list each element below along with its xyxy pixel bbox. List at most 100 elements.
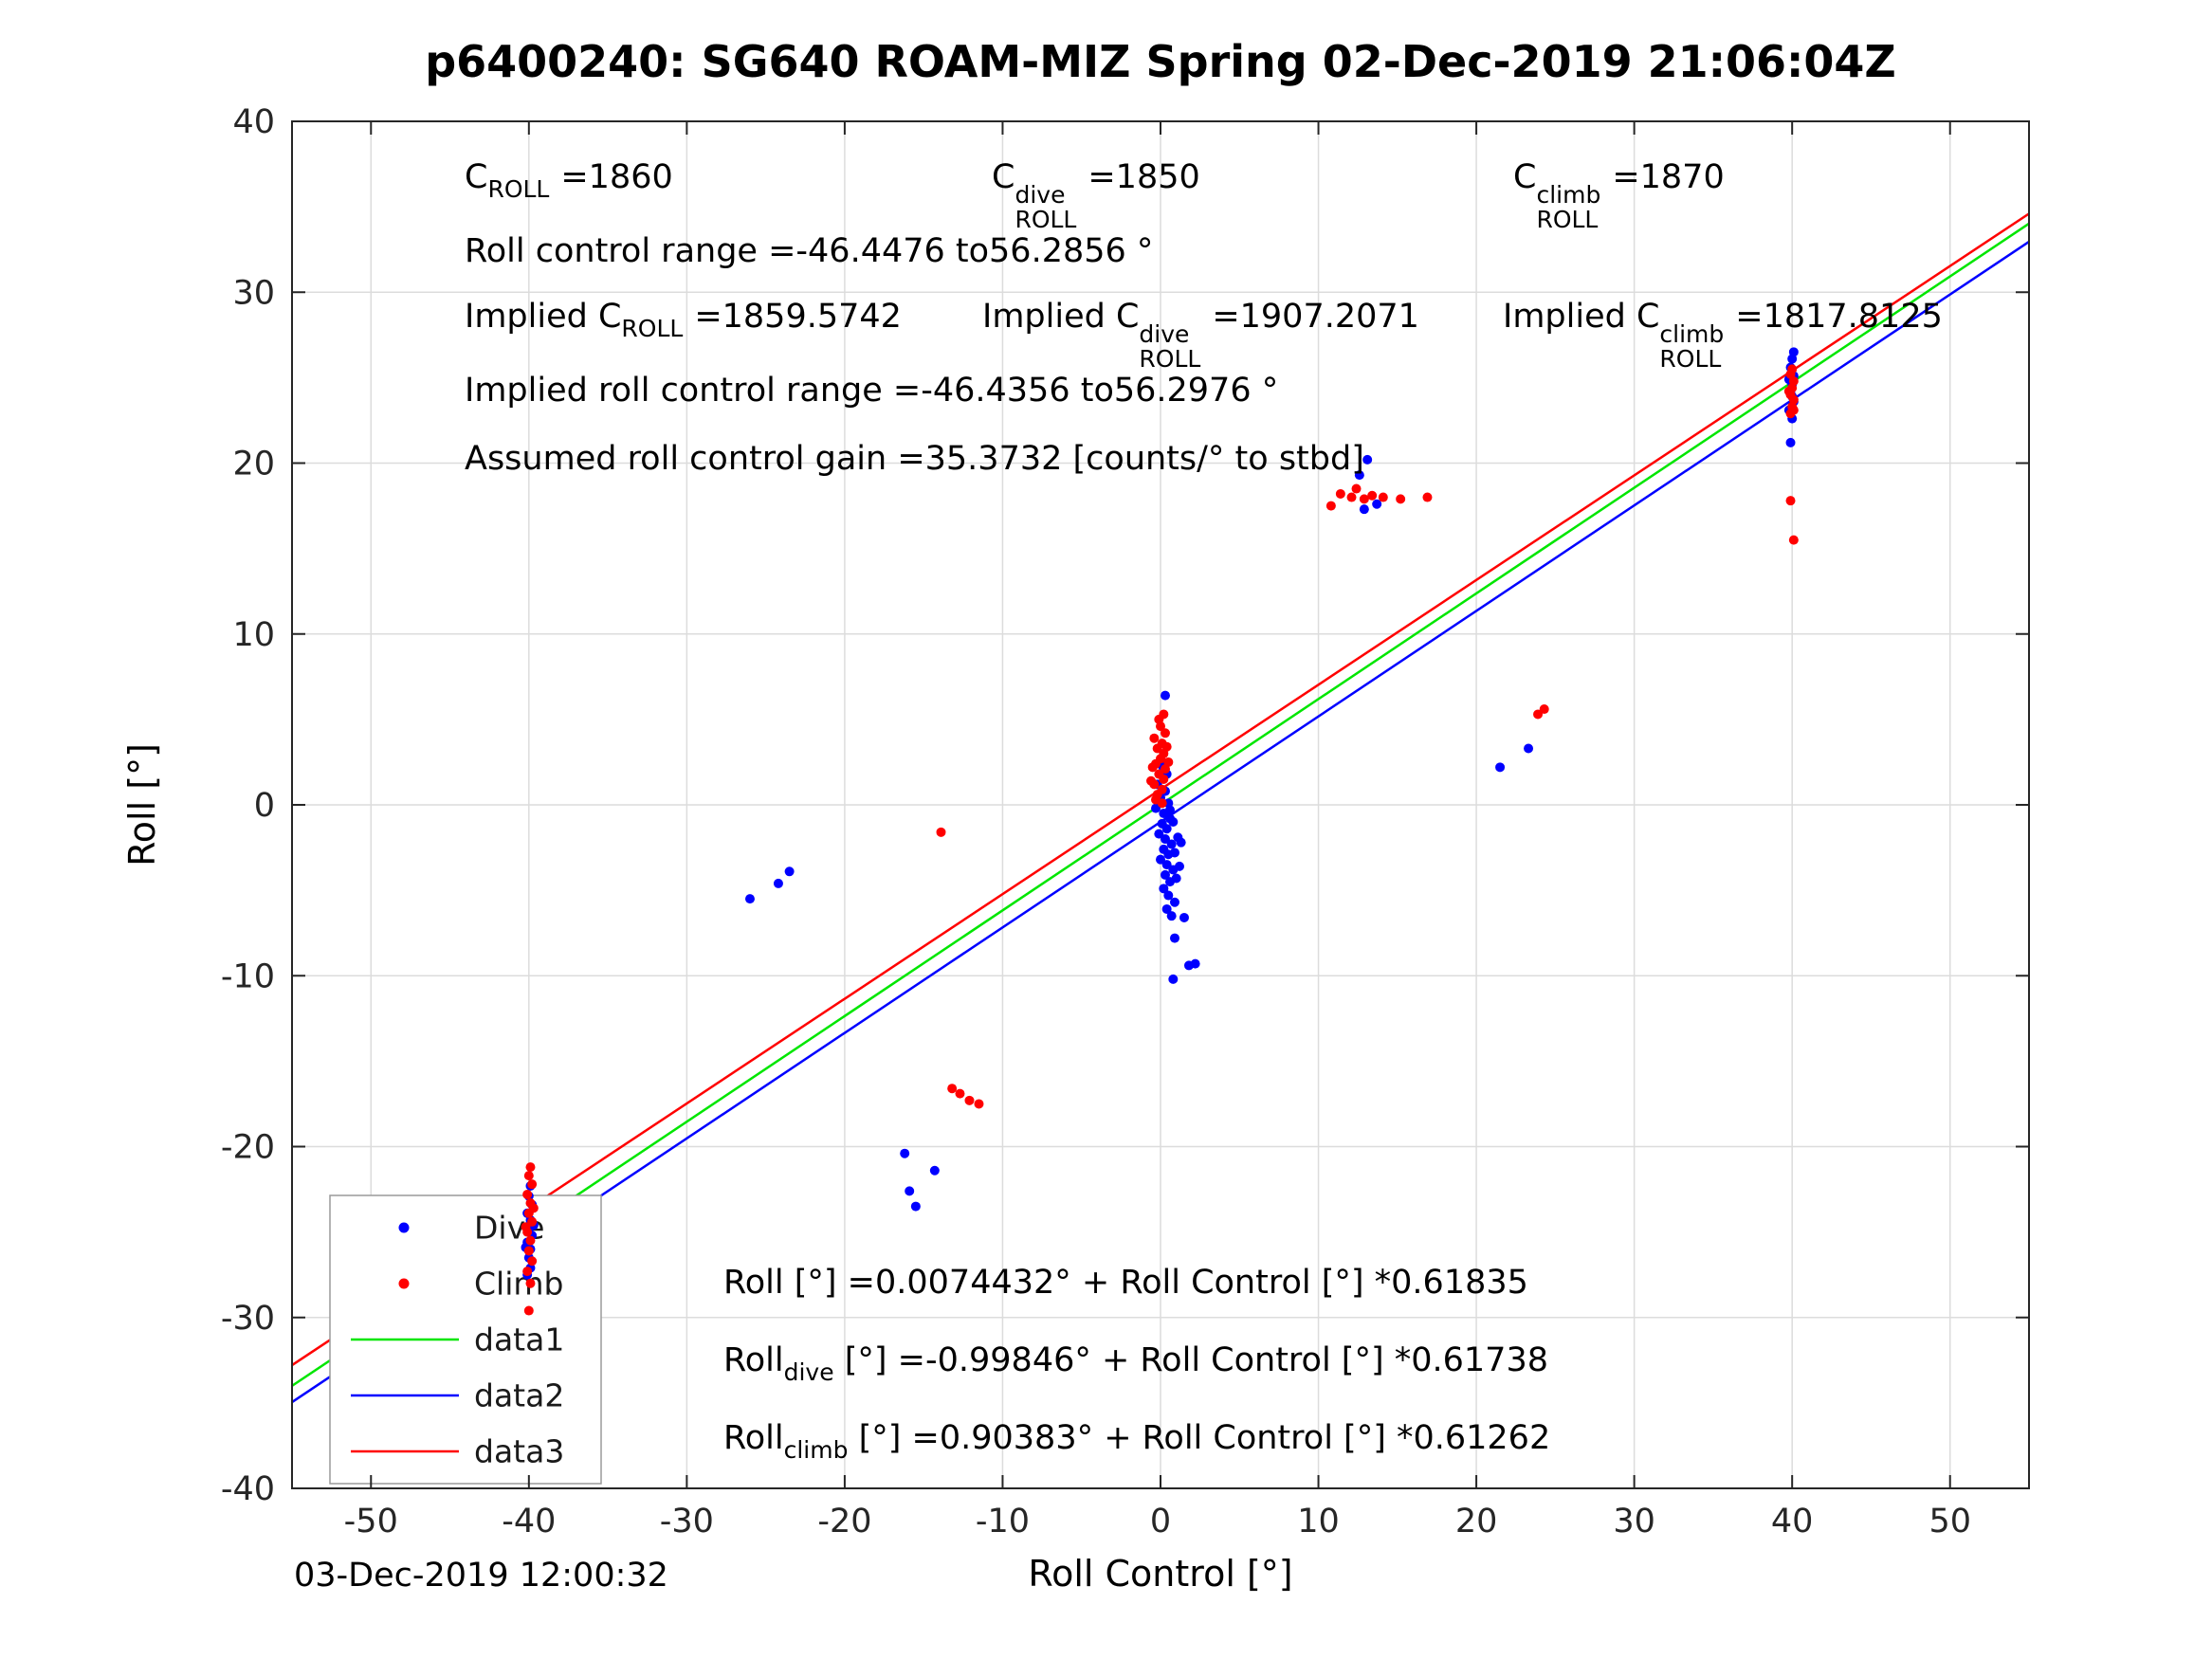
x-tick-label: -40 <box>502 1503 556 1540</box>
scatter-point-Dive <box>1169 848 1179 858</box>
legend-label: data1 <box>474 1322 564 1358</box>
scatter-point-Climb <box>1335 488 1345 499</box>
scatter-point-Climb <box>1157 798 1167 809</box>
x-tick-label: -50 <box>344 1503 398 1540</box>
scatter-point-Dive <box>1154 829 1164 839</box>
equation-roll-climb: Rollclimb [°] =0.90383° + Roll Control [… <box>723 1419 1550 1465</box>
equation-roll-climb-pre: Roll <box>723 1419 784 1457</box>
annotation-c-roll: CROLL =1860 <box>465 158 673 204</box>
scatter-point-Dive <box>1785 437 1796 447</box>
series-Dive <box>521 347 1799 1280</box>
equation-roll-climb-sub: climb <box>783 1436 849 1464</box>
legend-label: Climb <box>474 1266 563 1303</box>
scatter-point-Climb <box>525 1278 536 1288</box>
scatter-point-Climb <box>527 1179 538 1190</box>
scatter-point-Climb <box>955 1088 965 1099</box>
scatter-point-Climb <box>936 827 946 837</box>
legend-marker-Dive <box>398 1222 410 1233</box>
scatter-point-Dive <box>784 866 795 877</box>
scatter-point-Dive <box>1168 817 1179 828</box>
scatter-point-Dive <box>1372 499 1382 509</box>
implied-c-roll-climb-supsub: climb ROLL <box>1659 320 1725 373</box>
scatter-point-Dive <box>1161 824 1172 834</box>
x-tick-label: 40 <box>1771 1503 1814 1540</box>
scatter-point-Dive <box>929 1165 940 1176</box>
implied-c-roll-dive-base: Implied C <box>982 298 1140 336</box>
scatter-point-Climb <box>1159 709 1169 720</box>
legend-label: data3 <box>474 1433 564 1470</box>
c-roll-sub: ROLL <box>487 175 550 203</box>
scatter-point-Dive <box>1160 869 1170 880</box>
scatter-point-Dive <box>1161 903 1172 914</box>
scatter-point-Climb <box>1788 405 1799 415</box>
annotation-roll-control-range: Roll control range =-46.4476 to56.2856 ° <box>465 232 1154 270</box>
y-tick-label: -20 <box>221 1129 275 1167</box>
x-tick-label: 20 <box>1455 1503 1498 1540</box>
scatter-point-Climb <box>947 1084 958 1094</box>
implied-c-roll-dive-supsub: dive ROLL <box>1139 321 1201 374</box>
scatter-point-Dive <box>1174 861 1184 871</box>
equation-roll-pre: Roll <box>723 1264 784 1302</box>
scatter-point-Climb <box>1783 386 1794 396</box>
scatter-point-Dive <box>773 878 783 888</box>
scatter-point-Climb <box>1160 728 1170 738</box>
axis-ticks: -50 -40 -30 -20 -10 0 10 20 30 40 50 -40 -30 -20 -10 0 1… <box>221 103 2029 1540</box>
equation-roll-dive-pre: Roll <box>723 1341 784 1379</box>
implied-c-roll-climb-sup: climb <box>1659 320 1725 348</box>
scatter-point-Climb <box>1154 769 1164 779</box>
scatter-point-Dive <box>905 1186 915 1196</box>
scatter-point-Climb <box>528 1203 539 1213</box>
scatter-point-Dive <box>1168 974 1179 984</box>
implied-c-roll-dive-sub: ROLL <box>1139 345 1201 374</box>
c-roll-dive-value: =1850 <box>1088 158 1200 196</box>
y-tick-label: -40 <box>221 1470 275 1508</box>
scatter-point-Climb <box>1785 496 1796 506</box>
scatter-point-Dive <box>1171 873 1181 884</box>
implied-c-roll-dive-value: =1907.2071 <box>1212 298 1419 336</box>
scatter-point-Dive <box>1169 933 1179 943</box>
y-axis-label: Roll [°] <box>121 743 163 866</box>
equation-roll-dive-sub: dive <box>783 1358 834 1386</box>
scatter-point-Climb <box>523 1171 534 1181</box>
implied-c-roll-value: =1859.5742 <box>694 298 902 336</box>
scatter-point-Climb <box>523 1305 534 1316</box>
scatter-point-Climb <box>1146 775 1157 786</box>
scatter-point-Dive <box>1524 743 1534 754</box>
c-roll-climb-supsub: climb ROLL <box>1536 182 1600 233</box>
c-roll-dive-supsub: dive ROLL <box>1015 181 1076 233</box>
implied-c-roll-sub: ROLL <box>621 315 684 342</box>
y-tick-label: -10 <box>221 957 275 995</box>
scatter-point-Dive <box>744 894 755 904</box>
y-tick-label: 30 <box>232 274 275 312</box>
scatter-point-Dive <box>900 1148 910 1158</box>
scatter-point-Dive <box>1788 347 1799 357</box>
scatter-point-Dive <box>1354 470 1364 481</box>
scatter-point-Climb <box>525 1162 536 1173</box>
scatter-point-Climb <box>1787 364 1798 374</box>
implied-c-roll-climb-value: =1817.8125 <box>1735 298 1943 336</box>
scatter-point-Climb <box>1147 762 1158 773</box>
scatter-point-Climb <box>527 1216 538 1227</box>
timestamp: 03-Dec-2019 12:00:32 <box>294 1557 668 1595</box>
scatter-point-Climb <box>1163 757 1174 767</box>
equation-roll-dive-post: [°] =-0.99846° + Roll Control [°] *0.617… <box>833 1341 1548 1379</box>
scatter-point-Climb <box>974 1099 984 1109</box>
y-tick-label: -30 <box>221 1300 275 1338</box>
scatter-point-Climb <box>1378 492 1388 502</box>
c-roll-base: C <box>465 158 488 196</box>
scatter-point-Climb <box>1359 494 1369 504</box>
scatter-point-Climb <box>1396 494 1406 504</box>
scatter-point-Dive <box>1166 911 1177 921</box>
equation-roll-dive: Rolldive [°] =-0.99846° + Roll Control [… <box>723 1341 1548 1387</box>
scatter-point-Climb <box>1351 483 1362 494</box>
scatter-point-Dive <box>1362 454 1373 465</box>
annotation-implied-c-roll: Implied CROLL =1859.5742 <box>465 298 902 343</box>
c-roll-dive-sup: dive <box>1015 181 1066 209</box>
legend-label: data2 <box>474 1377 564 1414</box>
implied-c-roll-climb-base: Implied C <box>1503 298 1660 336</box>
scatter-point-Dive <box>1160 690 1170 701</box>
